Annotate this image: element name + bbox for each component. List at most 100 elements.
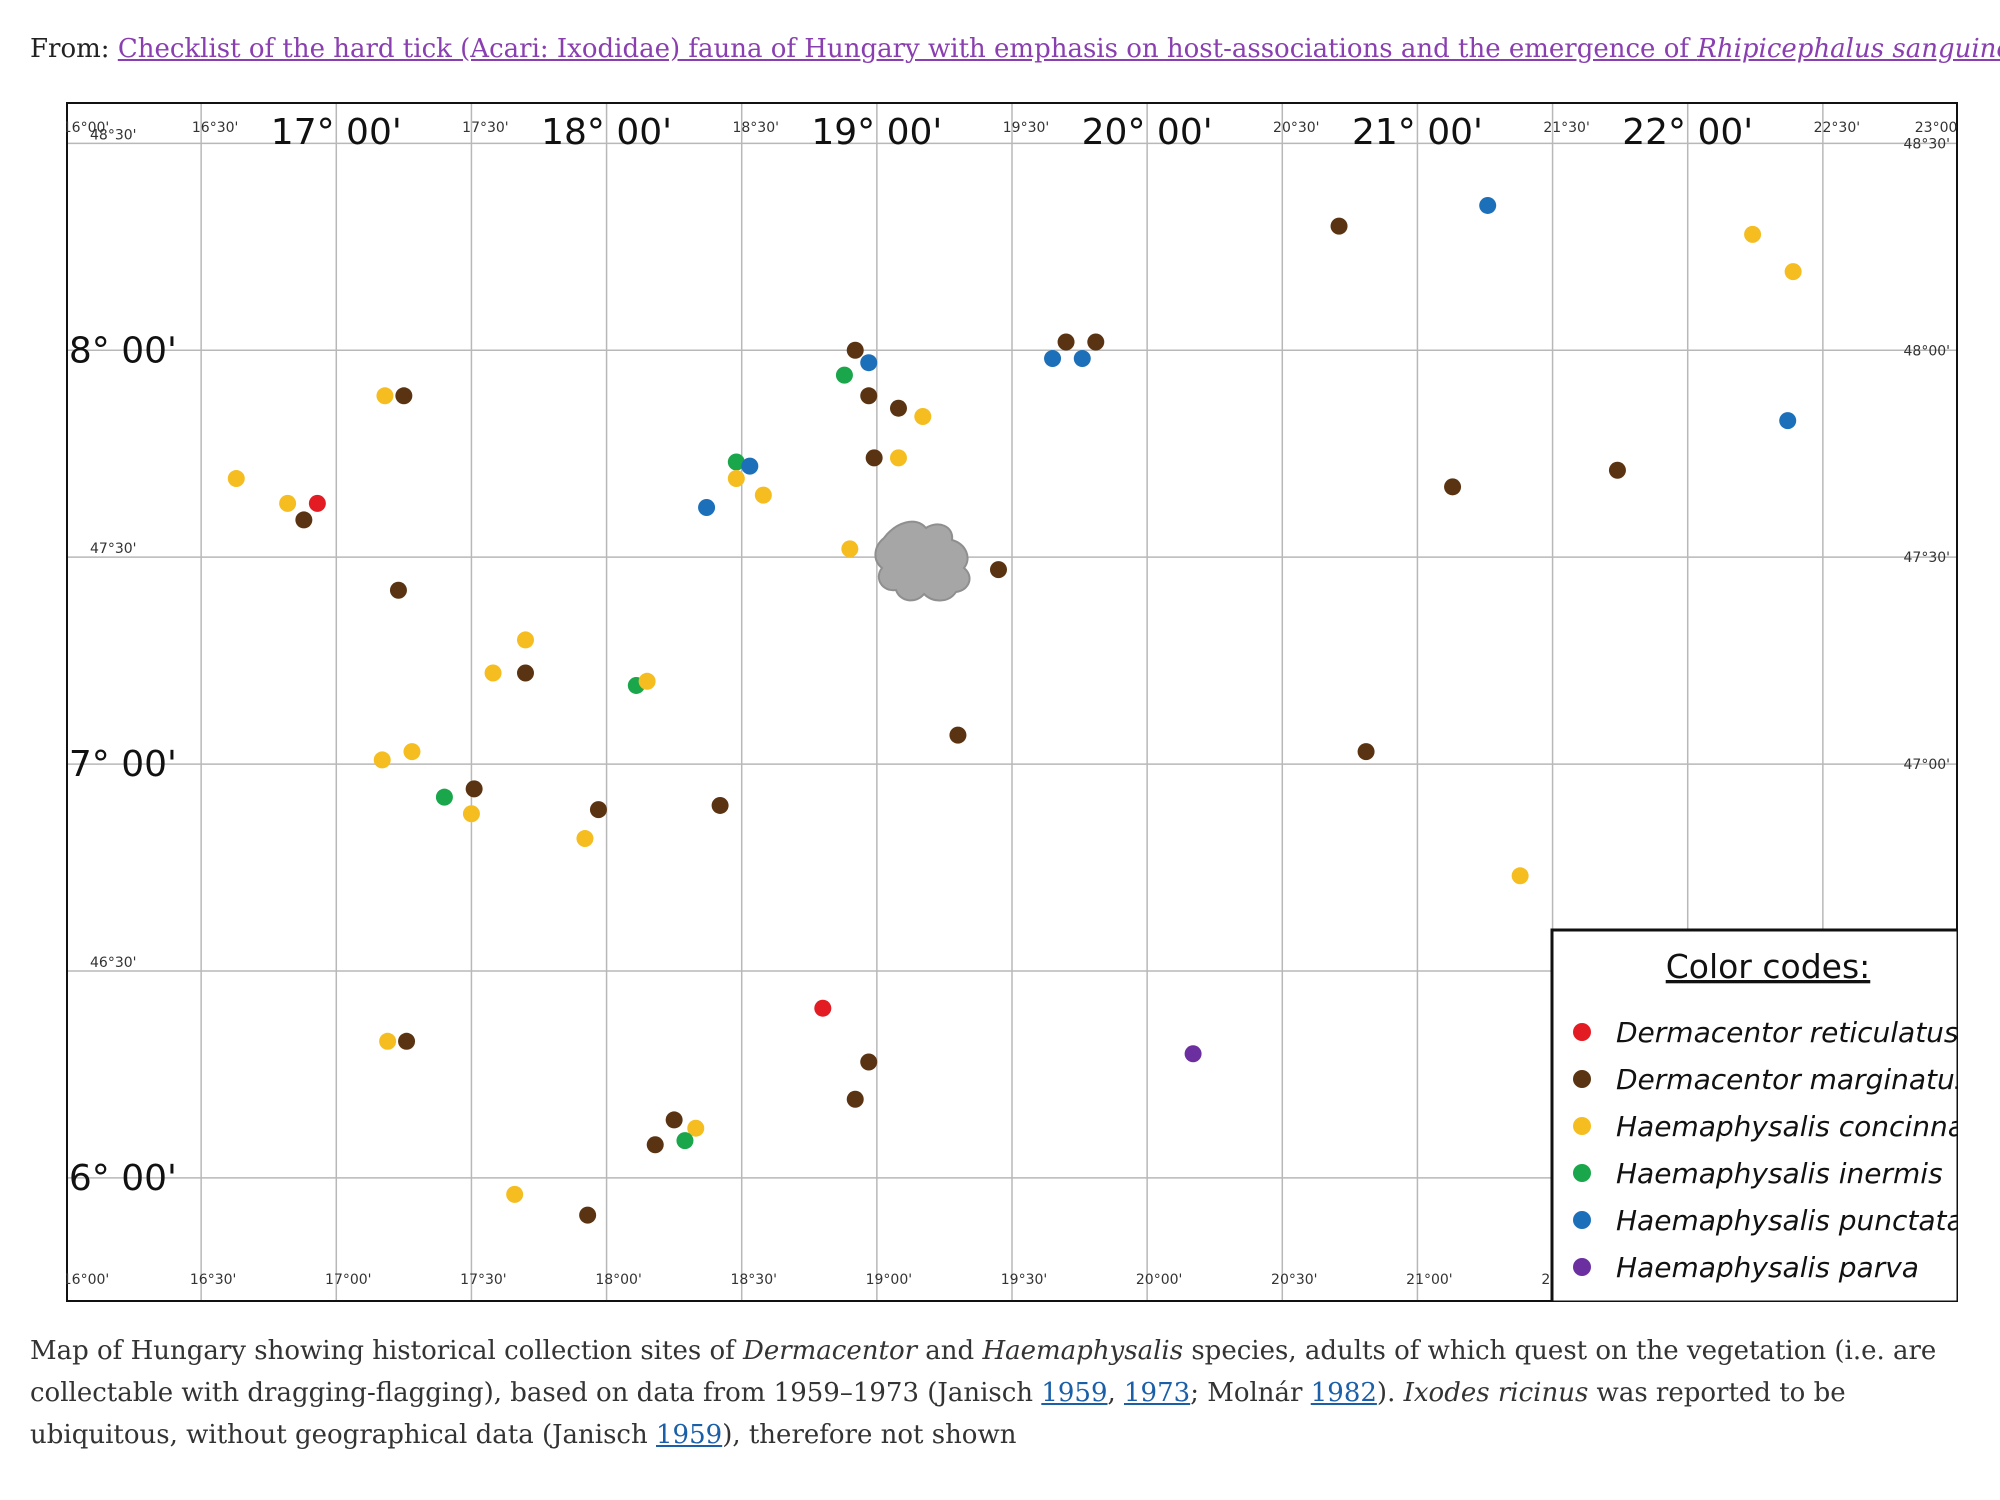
legend-swatch-haemaphysalis-concinna [1573, 1117, 1591, 1135]
coord-label-minor: 48°00' [1904, 343, 1950, 359]
legend-label-haemaphysalis-parva: Haemaphysalis parva [1616, 1251, 1919, 1284]
site-haemaphysalis-parva [1184, 1045, 1202, 1063]
site-haemaphysalis-concinna [227, 470, 245, 488]
site-dermacentor-marginatus [1330, 217, 1348, 235]
source-prefix: From: [30, 34, 118, 64]
site-haemaphysalis-concinna [754, 486, 772, 504]
site-haemaphysalis-concinna [841, 540, 859, 558]
caption-text-5: ; Molnár [1190, 1378, 1311, 1408]
site-haemaphysalis-inermis [727, 453, 745, 471]
site-dermacentor-marginatus [395, 387, 413, 405]
legend-swatch-haemaphysalis-parva [1573, 1258, 1591, 1276]
site-haemaphysalis-concinna [516, 631, 534, 649]
coord-label-minor: 21°30' [1543, 120, 1589, 136]
caption-ref-link[interactable]: 1982 [1310, 1378, 1377, 1408]
coord-label-minor: 18°30' [732, 120, 778, 136]
site-dermacentor-marginatus [465, 780, 483, 798]
caption-text-4: , [1107, 1378, 1125, 1408]
caption-text-8: ), therefore not shown [722, 1420, 1017, 1450]
coord-label-minor: 47°30' [90, 541, 136, 557]
coord-label-minor: 19°30' [1003, 120, 1049, 136]
site-haemaphysalis-inermis [435, 788, 453, 806]
site-haemaphysalis-concinna [373, 751, 391, 769]
coord-label-minor: 19°00' [866, 1272, 912, 1288]
site-haemaphysalis-concinna [506, 1185, 524, 1203]
caption-ref-link[interactable]: 1973 [1124, 1378, 1191, 1408]
legend-swatch-haemaphysalis-inermis [1573, 1164, 1591, 1182]
legend-label-haemaphysalis-inermis: Haemaphysalis inermis [1616, 1157, 1943, 1190]
site-haemaphysalis-concinna [376, 387, 394, 405]
coord-label-minor: 17°30' [462, 120, 508, 136]
caption-italic-species: Ixodes ricinus [1403, 1378, 1589, 1408]
coord-label-minor: 22°30' [1814, 120, 1860, 136]
legend-label-dermacentor-reticulatus: Dermacentor reticulatus [1616, 1016, 1958, 1049]
coord-label-minor: 47°00' [1904, 757, 1950, 773]
site-dermacentor-marginatus [646, 1136, 664, 1154]
legend-box [1550, 928, 1958, 1302]
coord-label-major: 18° 00' [541, 112, 672, 153]
site-haemaphysalis-concinna [1744, 225, 1762, 243]
site-dermacentor-marginatus [1608, 461, 1626, 479]
site-dermacentor-marginatus [846, 1090, 864, 1108]
coord-label-minor: 16°00' [66, 1272, 109, 1288]
site-haemaphysalis-inermis [676, 1132, 694, 1150]
site-haemaphysalis-concinna [687, 1119, 705, 1137]
site-haemaphysalis-concinna [914, 407, 932, 425]
legend-swatch-haemaphysalis-punctata [1573, 1211, 1591, 1229]
budapest-city-area [874, 520, 971, 602]
site-dermacentor-marginatus [949, 726, 967, 744]
left-minor-coord-labels: 48°30' 47°30' 46°30' [90, 127, 136, 971]
caption-ref-link[interactable]: 1959 [1041, 1378, 1108, 1408]
site-dermacentor-marginatus [1087, 333, 1105, 351]
site-haemaphysalis-concinna [462, 805, 480, 823]
site-haemaphysalis-concinna [1511, 867, 1529, 885]
caption-text-1: Map of Hungary showing historical collec… [30, 1336, 743, 1366]
caption-text-6: ). [1376, 1378, 1404, 1408]
left-major-coord-labels: 48° 00' 47° 00' 46° 00' [66, 330, 177, 1199]
coord-label-major: 17° 00' [271, 112, 402, 153]
site-haemaphysalis-concinna [638, 672, 656, 690]
caption-text-3: species, adults of which quest on the ve… [30, 1336, 1937, 1408]
site-dermacentor-marginatus [860, 387, 878, 405]
source-article-link[interactable]: Checklist of the hard tick (Acari: Ixodi… [118, 34, 2000, 64]
site-haemaphysalis-concinna [1784, 263, 1802, 281]
coord-label-minor: 48°30' [1904, 136, 1950, 152]
coord-label-minor: 17°30' [460, 1272, 506, 1288]
coord-label-major: 47° 00' [66, 744, 177, 785]
site-dermacentor-marginatus [579, 1206, 597, 1224]
caption-italic-genus-1: Dermacentor [742, 1336, 918, 1366]
site-dermacentor-marginatus [1057, 333, 1075, 351]
site-haemaphysalis-concinna [279, 494, 297, 512]
site-haemaphysalis-concinna [889, 449, 907, 467]
site-haemaphysalis-concinna [379, 1032, 397, 1050]
coord-label-minor: 20°30' [1273, 120, 1319, 136]
site-haemaphysalis-punctata [1479, 196, 1497, 214]
coord-label-minor: 48°30' [90, 127, 136, 143]
site-dermacentor-marginatus [989, 561, 1007, 579]
legend-swatch-dermacentor-reticulatus [1573, 1023, 1591, 1041]
source-link-italic: Rhipicephalus sanguineus [1697, 34, 2000, 64]
figure-source-line: From: Checklist of the hard tick (Acari:… [30, 34, 2000, 64]
site-dermacentor-marginatus [1444, 478, 1462, 496]
site-dermacentor-marginatus [1357, 743, 1375, 761]
figure-caption: Map of Hungary showing historical collec… [30, 1330, 1960, 1456]
coord-label-major: 48° 00' [66, 330, 177, 371]
coord-label-minor: 19°30' [1001, 1272, 1047, 1288]
coord-label-minor: 23°00' [1915, 120, 1958, 136]
coord-label-major: 21° 00' [1352, 112, 1483, 153]
map-canvas: 16°00' 16°30' 17°30' 18°30' 19°30' 20°30' 21°3… [66, 102, 1958, 1302]
legend-label-haemaphysalis-punctata: Haemaphysalis punctata [1616, 1204, 1958, 1237]
coord-label-major: 22° 00' [1622, 112, 1753, 153]
site-dermacentor-marginatus [865, 449, 883, 467]
site-haemaphysalis-punctata [1779, 412, 1797, 430]
caption-ref-link[interactable]: 1959 [656, 1420, 723, 1450]
coord-label-minor: 47°30' [1904, 550, 1950, 566]
top-major-coord-labels: 17° 00' 18° 00' 19° 00' 20° 00' 21° 00' 22° 0… [271, 112, 1753, 153]
coord-label-minor: 16°30' [192, 120, 238, 136]
coord-label-minor: 21°00' [1406, 1272, 1452, 1288]
coord-label-minor: 18°00' [595, 1272, 641, 1288]
site-haemaphysalis-concinna [727, 470, 745, 488]
site-dermacentor-marginatus [389, 581, 407, 599]
site-haemaphysalis-concinna [403, 743, 421, 761]
site-haemaphysalis-punctata [1044, 350, 1062, 368]
